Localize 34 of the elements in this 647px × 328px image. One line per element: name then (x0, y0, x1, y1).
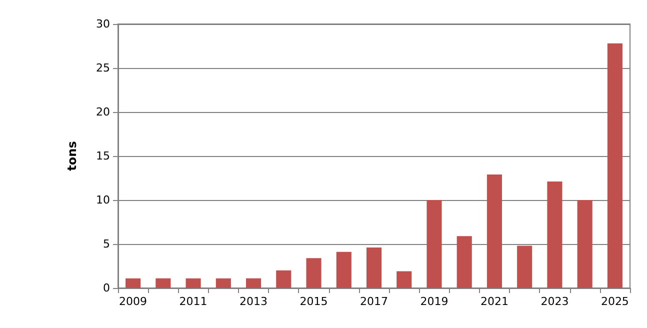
bar (456, 236, 472, 288)
x-tick-label: 2013 (240, 295, 268, 308)
bar (186, 278, 201, 288)
x-tick-label: 2023 (540, 295, 569, 308)
bar (366, 248, 382, 288)
y-tick-label: 5 (103, 238, 110, 250)
x-tick-label: 2021 (480, 295, 508, 308)
bar (246, 278, 262, 288)
bar (216, 278, 231, 288)
y-tick-label: 30 (96, 18, 110, 30)
x-tick-label: 2015 (300, 295, 328, 308)
bar (426, 200, 442, 288)
bar (276, 270, 292, 288)
bar (607, 43, 622, 288)
bar (577, 200, 592, 288)
x-tick-label: 2011 (179, 295, 208, 308)
y-tick-label: 0 (103, 282, 110, 294)
x-tick-label: 2017 (360, 295, 388, 308)
y-tick-label: 20 (96, 106, 110, 118)
x-tick-label: 2019 (420, 295, 448, 308)
bar (336, 252, 352, 288)
bar (486, 174, 502, 288)
x-tick-label: 2025 (600, 295, 629, 308)
y-tick-label: 25 (96, 62, 110, 74)
bar (547, 182, 562, 288)
x-tick-label: 2009 (119, 295, 148, 308)
y-tick-label: 15 (96, 150, 110, 162)
y-tick-label: 10 (96, 194, 110, 206)
bar (517, 246, 532, 288)
bar (126, 278, 141, 288)
y-axis-title: tons (65, 141, 79, 171)
bar (156, 278, 171, 288)
bar (396, 271, 412, 288)
bar (306, 258, 322, 288)
